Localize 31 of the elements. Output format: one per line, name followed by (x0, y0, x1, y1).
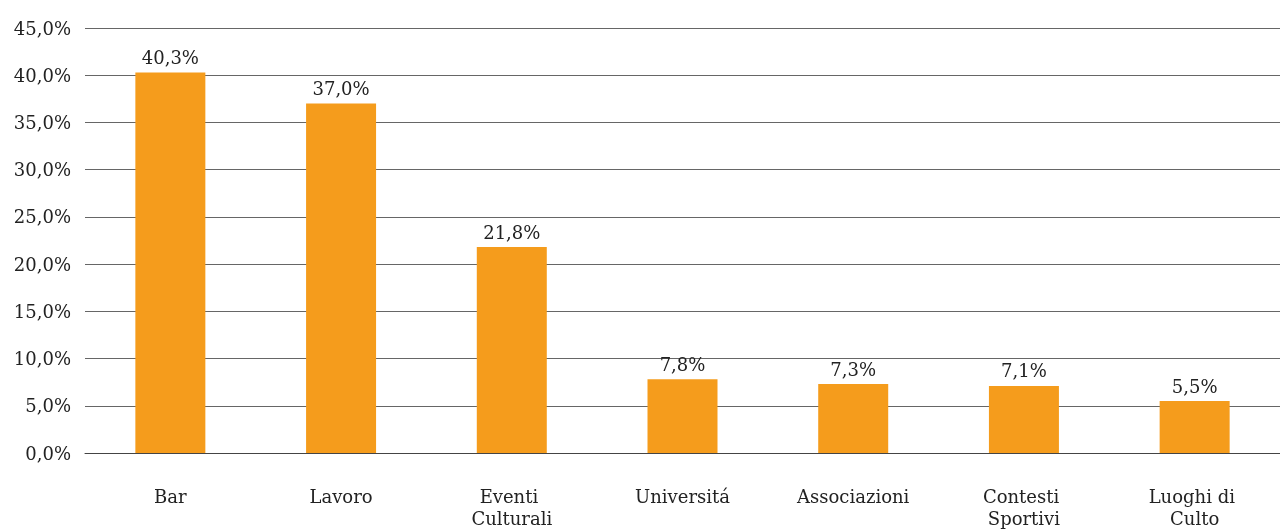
bar (1159, 401, 1230, 453)
x-tick-label: Luoghi di Culto (1148, 485, 1241, 529)
data-label: 40,3% (141, 46, 199, 68)
data-label: 7,8% (659, 353, 706, 375)
y-tick-label: 40,0% (13, 64, 71, 86)
x-tick-label: Associazioni (796, 485, 910, 507)
bar (647, 379, 718, 453)
y-tick-label: 30,0% (13, 159, 71, 181)
y-tick-label: 5,0% (25, 395, 71, 417)
bar (306, 103, 377, 453)
x-tick-label: Eventi Culturali (471, 485, 553, 529)
bar (988, 385, 1059, 453)
data-label: 5,5% (1171, 375, 1218, 397)
y-tick-label: 15,0% (13, 300, 71, 322)
data-label: 7,1% (1001, 360, 1047, 382)
bar (135, 72, 206, 453)
y-tick-label: 20,0% (13, 253, 71, 275)
y-tick-label: 0,0% (25, 442, 71, 464)
x-tick-label: Universitá (635, 485, 731, 507)
y-tick-label: 10,0% (13, 348, 71, 370)
x-tick-label: Bar (154, 485, 188, 507)
y-tick-label: 45,0% (13, 17, 71, 39)
x-tick-label: Contesti Sportivi (982, 485, 1065, 529)
data-label: 21,8% (483, 221, 541, 243)
data-label: 37,0% (312, 78, 370, 100)
x-tick-label: Lavoro (309, 485, 373, 507)
bar (476, 247, 547, 453)
bar (818, 384, 889, 453)
data-label: 7,3% (830, 358, 877, 380)
y-tick-label: 35,0% (13, 111, 71, 133)
y-tick-label: 25,0% (13, 206, 71, 228)
